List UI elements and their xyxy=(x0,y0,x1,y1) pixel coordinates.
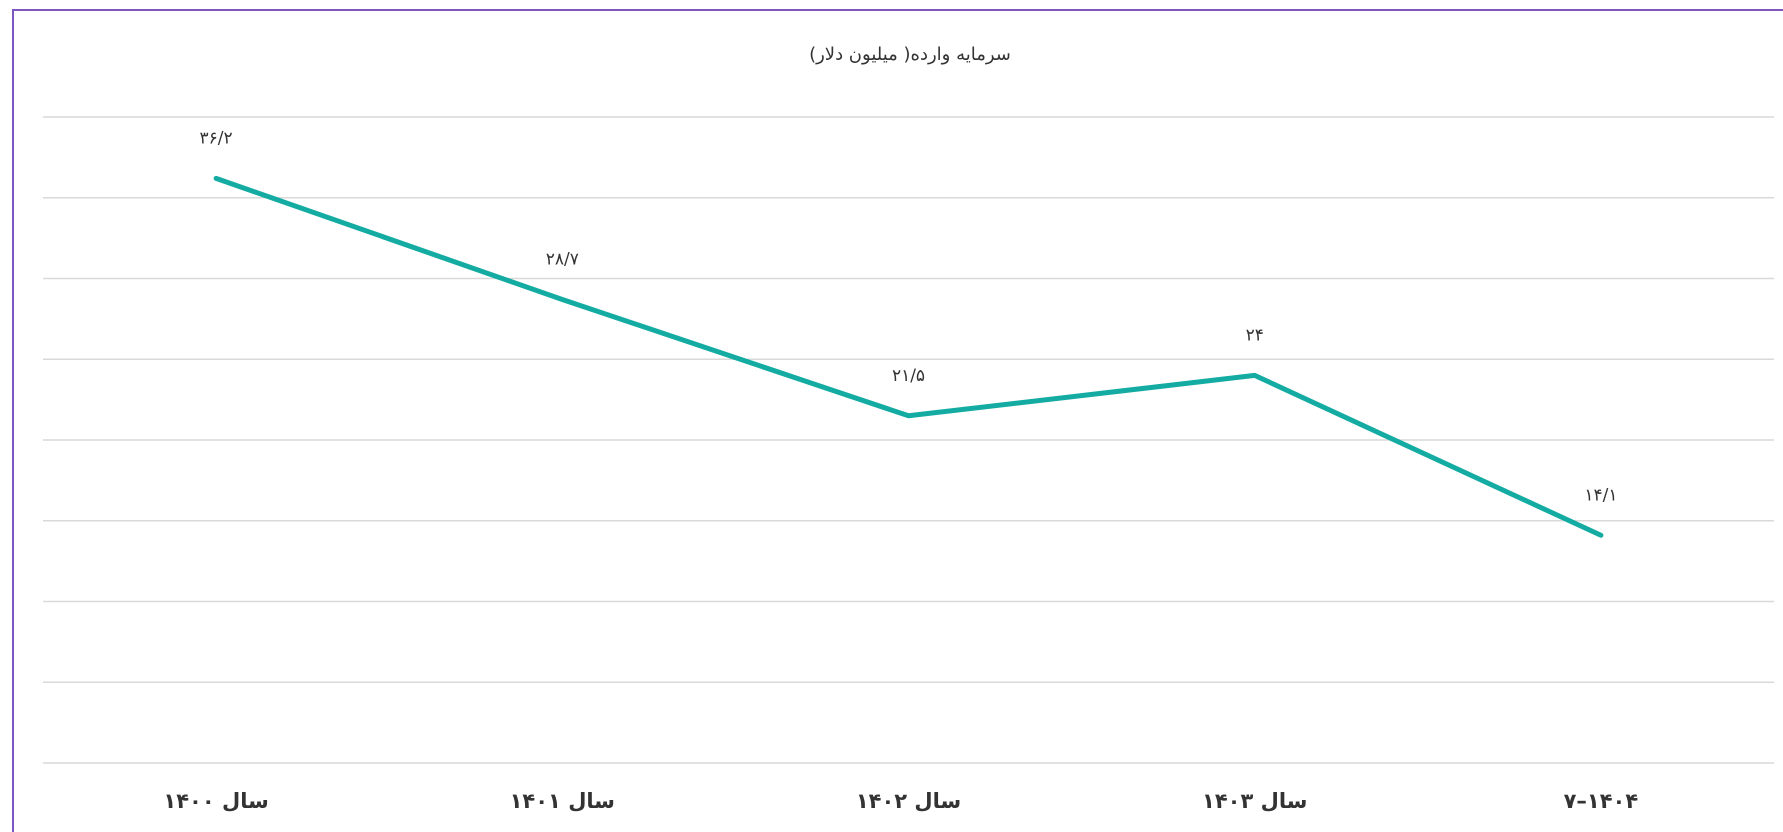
x-tick-label: سال ۱۴۰۰ xyxy=(163,789,268,813)
frame xyxy=(12,9,1783,832)
chart-title: سرمایه وارده( میلیون دلار) xyxy=(809,44,1011,65)
x-tick-label: سال ۱۴۰۳ xyxy=(1202,789,1307,813)
data-label: ۲۸/۷ xyxy=(546,249,579,269)
data-label: ۳۶/۲ xyxy=(200,128,233,148)
data-label: ۲۴ xyxy=(1246,325,1264,345)
data-label: ۲۱/۵ xyxy=(892,366,925,386)
x-tick-label: ۱۴۰۴–۷ xyxy=(1564,789,1639,813)
x-tick-label: سال ۱۴۰۱ xyxy=(510,789,615,813)
x-tick-label: سال ۱۴۰۲ xyxy=(856,789,961,813)
data-label: ۱۴/۱ xyxy=(1584,485,1617,505)
line xyxy=(213,175,1604,538)
